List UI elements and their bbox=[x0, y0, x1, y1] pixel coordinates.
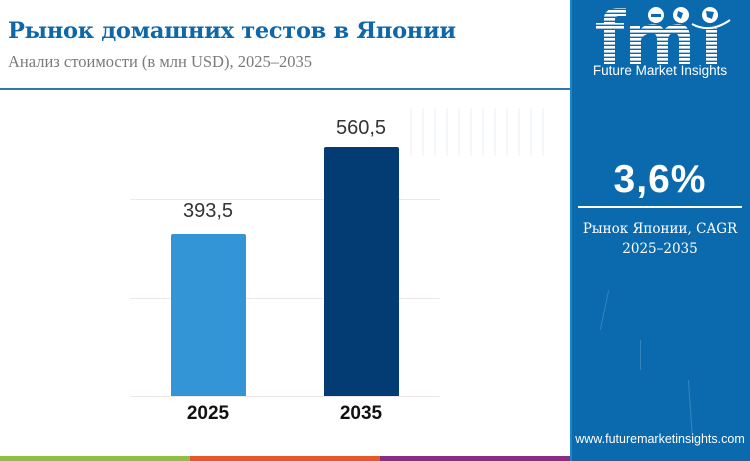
logo-subtitle: Future Market Insights bbox=[592, 63, 728, 78]
side-panel: Future Market Insights 3,6% Рынок Японии… bbox=[570, 0, 750, 461]
website-link[interactable]: www.futuremarketinsights.com bbox=[575, 432, 745, 446]
bar-2035 bbox=[324, 147, 399, 396]
colorbar-purple bbox=[380, 456, 570, 461]
bar-2025 bbox=[171, 234, 246, 396]
gridline-baseline bbox=[130, 396, 440, 397]
x-label-2035: 2035 bbox=[339, 403, 383, 424]
header: Рынок домашних тестов в Японии Анализ ст… bbox=[0, 0, 570, 89]
cagr-value: 3,6% bbox=[613, 158, 707, 201]
cagr-divider bbox=[578, 206, 742, 208]
watermark bbox=[410, 108, 550, 156]
bar-value-2035: 560,5 bbox=[335, 117, 387, 139]
colorbar-orange bbox=[190, 456, 380, 461]
cagr-label-line2: 2025–2035 bbox=[622, 241, 698, 257]
colorbar-green bbox=[0, 456, 190, 461]
fmi-logo-icon bbox=[596, 7, 731, 64]
panel-edge bbox=[570, 0, 572, 461]
page-title: Рынок домашних тестов в Японии bbox=[8, 18, 456, 44]
gridline bbox=[130, 298, 440, 299]
bar-chart: 393,5 2025 560,5 2035 bbox=[0, 90, 570, 456]
texture-streak bbox=[687, 380, 694, 440]
bar-value-2025: 393,5 bbox=[182, 200, 234, 222]
page-subtitle: Анализ стоимости (в млн USD), 2025–2035 bbox=[8, 52, 312, 71]
texture-streak bbox=[640, 340, 641, 370]
x-label-2025: 2025 bbox=[186, 403, 230, 424]
cagr-label-line1: Рынок Японии, CAGR bbox=[582, 221, 738, 237]
texture-streak bbox=[599, 290, 610, 330]
cagr-label: Рынок Японии, CAGR 2025–2035 bbox=[570, 219, 750, 259]
header-divider bbox=[0, 88, 570, 90]
gridline bbox=[130, 199, 440, 200]
